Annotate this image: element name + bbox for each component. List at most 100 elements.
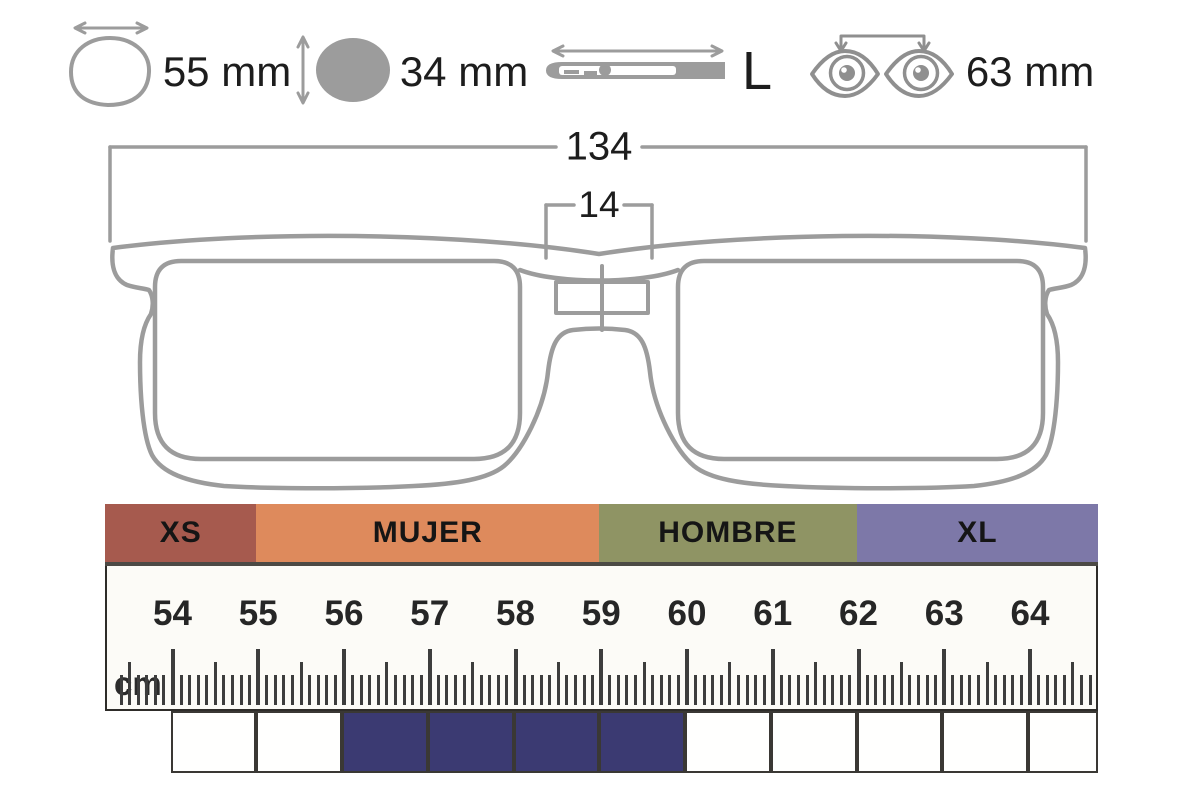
ruler-tick [522,675,526,705]
ruler-tick [814,662,818,705]
ruler-tick [153,675,157,705]
ruler-tick [282,675,286,705]
ruler-tick [436,675,440,705]
size-band-mujer: MUJER [256,504,600,562]
ruler-tick [539,675,543,705]
ruler-tick [368,675,372,705]
ruler-tick [333,675,337,705]
lens-height-label: 34 mm [399,48,529,95]
ruler-tick [1079,675,1083,705]
size-cell [770,711,857,773]
ruler-tick [205,675,209,705]
ruler-tick [848,675,852,705]
ruler-number: 54 [153,594,192,633]
ruler-tick [694,675,698,705]
size-band-label: XL [957,516,998,549]
size-chart: XS MUJER HOMBRE XL cm 54 55 56 57 58 59 60 61 62 63 6… [105,504,1099,773]
ruler-tick [145,675,149,705]
ruler-tick [162,675,166,705]
ruler-tick [702,675,706,705]
ruler-tick [711,675,715,705]
size-cell [685,711,771,773]
size-cells [105,711,1099,773]
ruler-tick [1037,675,1041,705]
ruler: cm 54 55 56 57 58 59 60 61 62 63 64 [105,566,1098,711]
ruler-tick [359,675,363,705]
ruler-tick [308,675,312,705]
ruler-tick [676,675,680,705]
size-cell-highlighted [599,711,685,773]
ruler-tick [496,675,500,705]
ruler-tick [977,675,981,705]
ruler-tick [925,675,929,705]
ruler-tick [427,649,432,705]
ruler-number: 62 [839,594,878,633]
ruler-tick [959,675,963,705]
ruler-number: 56 [324,594,364,633]
ruler-tick [582,675,586,705]
ruler-tick [256,649,261,705]
ruler-tick [299,662,303,705]
size-bands: XS MUJER HOMBRE XL [105,504,1099,566]
bridge-width-dimension [544,203,654,260]
ruler-tick [951,675,955,705]
ruler-tick [453,675,457,705]
pupil-distance-label: 63 mm [965,48,1095,95]
ruler-tick [934,675,938,705]
ruler-tick [471,662,475,705]
ruler-tick [351,675,355,705]
ruler-number: 63 [924,594,964,633]
ruler-tick [488,675,492,705]
ruler-tick [402,675,406,705]
ruler-tick [839,675,843,705]
ruler-tick [728,662,732,705]
ruler-tick [908,675,912,705]
ruler-tick [856,649,861,705]
ruler-tick [805,675,809,705]
ruler-tick [188,675,192,705]
ruler-tick [411,675,415,705]
ruler-tick [513,649,518,705]
ruler-tick [170,649,175,705]
ruler-tick [393,675,397,705]
ruler-tick [1011,675,1015,705]
ruler-tick [1002,675,1006,705]
ruler-tick [565,675,569,705]
size-cell [856,711,943,773]
ruler-tick [531,675,535,705]
ruler-number: 59 [581,594,621,633]
ruler-tick [754,675,758,705]
size-band-label: XS [159,516,202,549]
ruler-tick [574,675,578,705]
size-band-label: MUJER [372,516,483,549]
ruler-tick [659,675,663,705]
ruler-tick [213,662,217,705]
lens-width-icon [69,21,152,107]
ruler-tick [128,662,132,705]
size-cell-highlighted [427,711,514,773]
ruler-tick [376,675,380,705]
pupil-distance-icon [810,34,954,98]
ruler-tick [265,675,269,705]
ruler-tick [231,675,235,705]
size-cell [256,711,342,773]
ruler-tick [985,662,989,705]
ruler-tick [994,675,998,705]
ruler-tick [719,675,723,705]
ruler-tick [651,675,655,705]
ruler-tick [762,675,766,705]
ruler-tick [796,675,800,705]
bridge-width-label: 14 [578,184,620,225]
ruler-number: 57 [410,594,450,633]
ruler-tick [1019,675,1023,705]
ruler-tick [505,675,509,705]
size-band-hombre: HOMBRE [599,504,857,562]
ruler-tick [831,675,835,705]
ruler-tick [899,662,903,705]
ruler-tick [917,675,921,705]
ruler-tick [196,675,200,705]
ruler-tick [291,675,295,705]
ruler-tick [865,675,869,705]
ruler-tick [1028,649,1032,705]
